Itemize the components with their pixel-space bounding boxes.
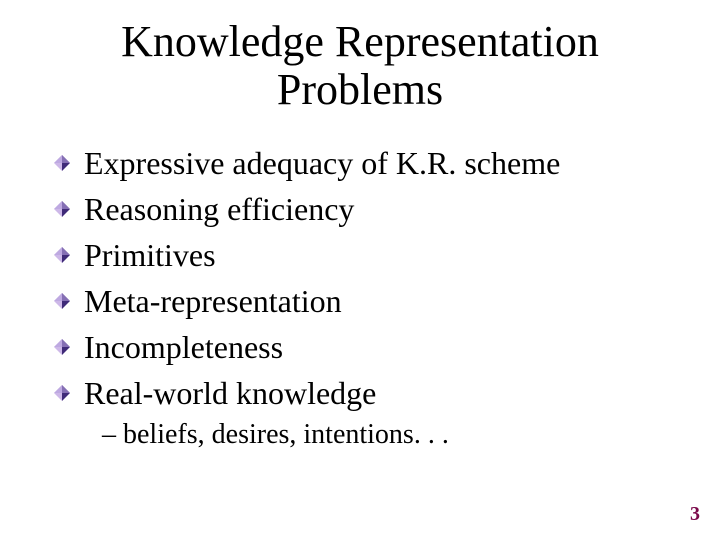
slide-body: Expressive adequacy of K.R. scheme Reaso… [54, 143, 720, 451]
sub-list-item: – beliefs, desires, intentions. . . [102, 419, 720, 451]
list-item: Real-world knowledge [54, 373, 720, 413]
bullet-text: Incompleteness [84, 327, 283, 367]
title-line-1: Knowledge Representation [121, 17, 599, 66]
list-item: Reasoning efficiency [54, 189, 720, 229]
list-item: Expressive adequacy of K.R. scheme [54, 143, 720, 183]
bullet-text: Primitives [84, 235, 216, 275]
page-number: 3 [690, 503, 700, 526]
diamond-bullet-icon [54, 339, 70, 355]
diamond-bullet-icon [54, 385, 70, 401]
slide-title: Knowledge Representation Problems [0, 0, 720, 115]
bullet-text: Reasoning efficiency [84, 189, 354, 229]
bullet-text: Expressive adequacy of K.R. scheme [84, 143, 560, 183]
title-line-2: Problems [277, 65, 443, 114]
slide: Knowledge Representation Problems Expres… [0, 0, 720, 540]
sub-bullet-text: – beliefs, desires, intentions. . . [102, 419, 449, 450]
list-item: Primitives [54, 235, 720, 275]
diamond-bullet-icon [54, 247, 70, 263]
list-item: Incompleteness [54, 327, 720, 367]
diamond-bullet-icon [54, 201, 70, 217]
diamond-bullet-icon [54, 293, 70, 309]
list-item: Meta-representation [54, 281, 720, 321]
diamond-bullet-icon [54, 155, 70, 171]
bullet-text: Meta-representation [84, 281, 342, 321]
bullet-text: Real-world knowledge [84, 373, 376, 413]
